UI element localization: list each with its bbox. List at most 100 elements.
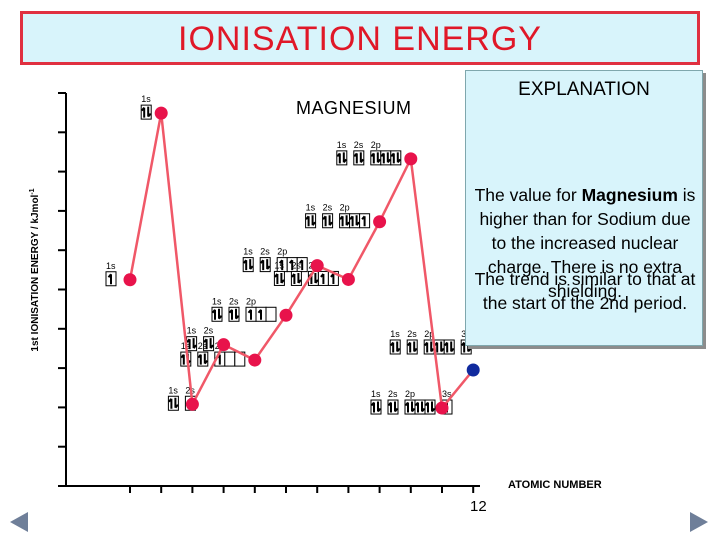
electron-spin-up bbox=[387, 401, 392, 413]
orbital-label: 1s bbox=[306, 203, 316, 213]
electron-spin-up bbox=[180, 353, 185, 365]
electron-config: 1s bbox=[140, 94, 152, 120]
electron-spin-down bbox=[359, 152, 365, 164]
electron-spin-down bbox=[355, 215, 360, 226]
orbital-box bbox=[259, 257, 271, 273]
electron-spin-up bbox=[203, 338, 208, 350]
orbital-label: 1s bbox=[243, 247, 253, 257]
orbital-label: 2s bbox=[260, 247, 270, 257]
electron-spin-up bbox=[460, 341, 466, 353]
data-point bbox=[341, 272, 355, 286]
electron-spin-up bbox=[336, 152, 341, 164]
electron-spin-up bbox=[247, 309, 252, 320]
orbital-box bbox=[242, 257, 254, 273]
data-point bbox=[248, 353, 262, 367]
electron-config: 1s 2s bbox=[186, 326, 215, 352]
electron-spin-up bbox=[380, 152, 385, 164]
data-point bbox=[404, 152, 418, 166]
page-title: IONISATION ENERGY bbox=[178, 20, 542, 58]
orbital-label: 1s bbox=[187, 326, 197, 336]
orbital-label: 2p bbox=[424, 329, 434, 339]
electron-spin-up bbox=[404, 401, 409, 413]
series-line bbox=[128, 112, 475, 412]
electron-spin-up bbox=[211, 309, 216, 320]
data-point bbox=[123, 273, 137, 287]
orbital-box bbox=[339, 213, 351, 229]
orbital-box bbox=[273, 270, 285, 286]
orbital-box bbox=[211, 306, 223, 322]
electron-spin-up bbox=[339, 215, 344, 227]
electron-spin-down bbox=[450, 341, 455, 353]
orbital-label: 2s bbox=[198, 341, 208, 351]
electron-config: 1s bbox=[105, 261, 117, 287]
electron-spin-up bbox=[349, 215, 354, 227]
electron-spin-down bbox=[430, 341, 435, 353]
orbital-label: 2p bbox=[340, 203, 350, 213]
electron-spin-up bbox=[406, 341, 412, 353]
electron-spin-down bbox=[396, 341, 401, 353]
electron-spin-down bbox=[440, 341, 445, 353]
orbital-label: 1s bbox=[371, 389, 381, 399]
electron-config: 1s 2s 2p bbox=[305, 203, 371, 229]
electron-spin-down bbox=[345, 215, 350, 226]
orbital-label: 2p bbox=[246, 296, 256, 306]
orbital-label: 1s bbox=[141, 94, 151, 104]
explanation-box: EXPLANATION The value for Magnesium is h… bbox=[465, 70, 703, 346]
data-point bbox=[217, 338, 231, 352]
electron-spin-up bbox=[330, 273, 335, 284]
electron-spin-up bbox=[424, 401, 429, 413]
electron-spin-down bbox=[297, 272, 302, 284]
electron-spin-up bbox=[414, 401, 419, 413]
electron-spin-up bbox=[353, 152, 358, 164]
data-point bbox=[373, 215, 387, 229]
electron-spin-down bbox=[147, 106, 152, 118]
orbital-label: 1s bbox=[337, 140, 347, 150]
data-point-highlight bbox=[466, 363, 480, 377]
title-banner: IONISATION ENERGY bbox=[20, 11, 700, 65]
orbital-label: 2p bbox=[371, 140, 381, 150]
orbital-box bbox=[370, 150, 382, 166]
orbital-box bbox=[370, 399, 382, 415]
orbital-label: 2s bbox=[323, 203, 333, 213]
orbital-label: 2s bbox=[204, 326, 214, 336]
electron-spin-up bbox=[242, 259, 248, 271]
electron-spin-down bbox=[394, 401, 399, 413]
electron-spin-up bbox=[186, 338, 191, 350]
electron-spin-down bbox=[386, 152, 392, 164]
electron-spin-down bbox=[411, 401, 416, 413]
explanation-para1-end: is higher than for Sodium due to the inc… bbox=[479, 185, 696, 301]
electron-spin-down bbox=[396, 152, 402, 164]
electron-spin-up bbox=[389, 341, 395, 353]
orbital-label: 3s bbox=[442, 389, 452, 399]
previous-slide-icon[interactable] bbox=[10, 512, 28, 532]
orbital-box bbox=[167, 395, 179, 411]
electron-spin-up bbox=[390, 152, 395, 164]
electron-spin-up bbox=[168, 398, 173, 409]
orbital-box bbox=[380, 150, 392, 166]
orbital-label: 1s bbox=[274, 260, 284, 270]
electron-config: 1s 2s 2p bbox=[242, 247, 308, 273]
electron-spin-up bbox=[322, 215, 327, 227]
electron-spin-down bbox=[174, 397, 179, 409]
electron-spin-down bbox=[377, 401, 382, 413]
electron-spin-down bbox=[249, 259, 254, 270]
electron-spin-down bbox=[192, 338, 197, 349]
next-slide-icon[interactable] bbox=[690, 512, 708, 532]
element-label: MAGNESIUM bbox=[296, 98, 412, 118]
orbital-label: 2s bbox=[407, 329, 417, 339]
orbital-label: 2s bbox=[354, 140, 364, 150]
orbital-box bbox=[387, 399, 399, 415]
electron-spin-down bbox=[266, 259, 271, 270]
orbital-box bbox=[228, 306, 240, 322]
electron-spin-down bbox=[218, 308, 223, 320]
orbital-box bbox=[305, 213, 317, 229]
orbital-label: 1s bbox=[168, 385, 178, 395]
data-point bbox=[185, 397, 199, 411]
electron-spin-down bbox=[421, 401, 426, 413]
orbital-label: 2p bbox=[277, 247, 287, 257]
electron-spin-up bbox=[259, 259, 265, 271]
electron-spin-down bbox=[311, 215, 316, 226]
orbital-label: 2s bbox=[291, 260, 301, 270]
